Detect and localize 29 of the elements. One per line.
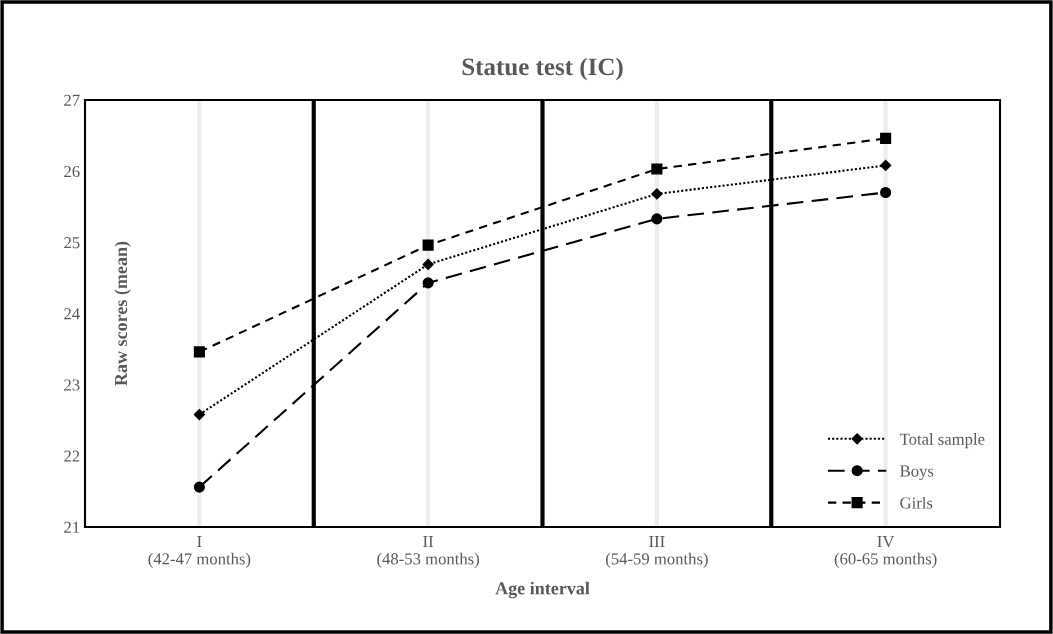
point [193,481,205,493]
x-tick-label: IV (60-65 months) [834,535,937,568]
y-tick-label: 24 [64,308,80,320]
y-axis-title: Raw scores (mean) [114,241,131,386]
y-tick-label: 21 [64,521,80,533]
legend-label: Total sample [899,433,985,449]
point [880,159,892,172]
point [422,277,434,289]
y-tick-label: 26 [64,165,80,178]
x-axis-title: Age interval [495,581,590,599]
point [422,258,434,270]
point [651,163,663,175]
point [651,188,663,200]
point [193,346,205,358]
y-tick-label: 23 [64,379,80,391]
legend-label: Boys [900,465,934,481]
point [651,213,663,225]
point [193,408,205,421]
legend-label: Girls [900,496,933,509]
chart-title: Statue test (IC) [462,57,623,81]
point [880,132,892,144]
point [422,239,434,251]
x-tick-label: I (42-47 months) [148,535,251,568]
y-tick-label: 25 [64,237,80,249]
point [880,186,892,199]
x-tick-label: II (48-53 months) [377,535,480,568]
y-tick-label: 22 [64,450,80,462]
y-tick-label: 27 [64,94,80,106]
x-tick-label: III (54-59 months) [605,535,708,568]
